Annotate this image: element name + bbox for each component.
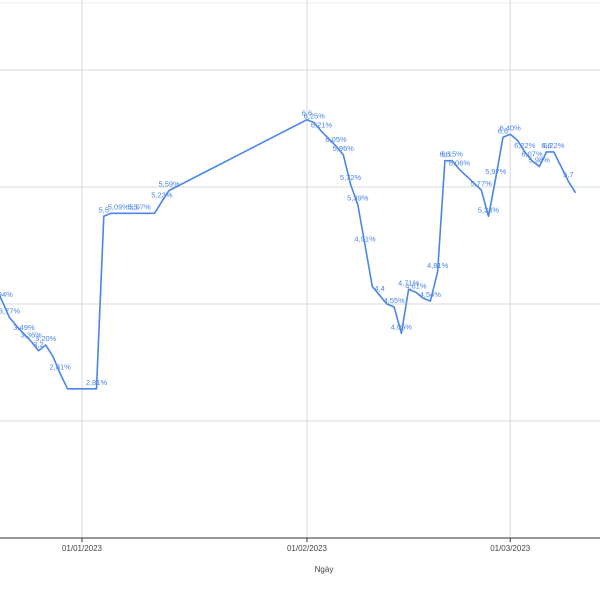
- x-axis-title: Ngày: [315, 565, 334, 574]
- data-label: 3,94%: [0, 290, 13, 299]
- data-label: 4,91%: [354, 235, 376, 244]
- data-label: 4,05%: [391, 322, 413, 331]
- data-label: 6,06%: [449, 158, 471, 167]
- data-label: 2,81%: [50, 363, 72, 372]
- data-label: 6,15%: [442, 150, 464, 159]
- data-label: 5,59%: [158, 180, 180, 189]
- x-tick-label: 01/01/2023: [62, 544, 103, 553]
- data-label: 4,81%: [427, 261, 449, 270]
- data-label: 6,21%: [311, 120, 333, 129]
- data-label: 3,77%: [0, 306, 20, 315]
- data-label: 5,96%: [333, 144, 355, 153]
- data-label: 5,7: [563, 170, 573, 179]
- data-label: 5,77%: [471, 179, 493, 188]
- data-label: 4,4: [374, 284, 384, 293]
- data-label: 3,20%: [35, 334, 57, 343]
- data-label: 6,40%: [500, 123, 522, 132]
- data-label: 5,07%: [129, 202, 151, 211]
- x-tick-label: 01/02/2023: [287, 544, 328, 553]
- data-label: 4,61%: [405, 281, 427, 290]
- data-label: 5,39%: [347, 194, 369, 203]
- data-label: 6,22%: [543, 141, 565, 150]
- data-label: 4,54%: [420, 290, 442, 299]
- data-label: 2,81%: [86, 378, 108, 387]
- data-label: 6,05%: [325, 135, 347, 144]
- data-label: 5,98%: [529, 156, 551, 165]
- data-label: 5,24%: [478, 205, 500, 214]
- data-label: 5,97%: [485, 167, 507, 176]
- x-tick-label: 01/03/2023: [490, 544, 531, 553]
- data-label: 4,55%: [383, 296, 405, 305]
- data-label: 5,72%: [340, 173, 362, 182]
- data-label: 6,22%: [514, 141, 536, 150]
- data-label: 5,23%: [151, 191, 173, 200]
- data-label: 5,09%: [108, 202, 130, 211]
- data-label: 6,25%: [304, 112, 326, 121]
